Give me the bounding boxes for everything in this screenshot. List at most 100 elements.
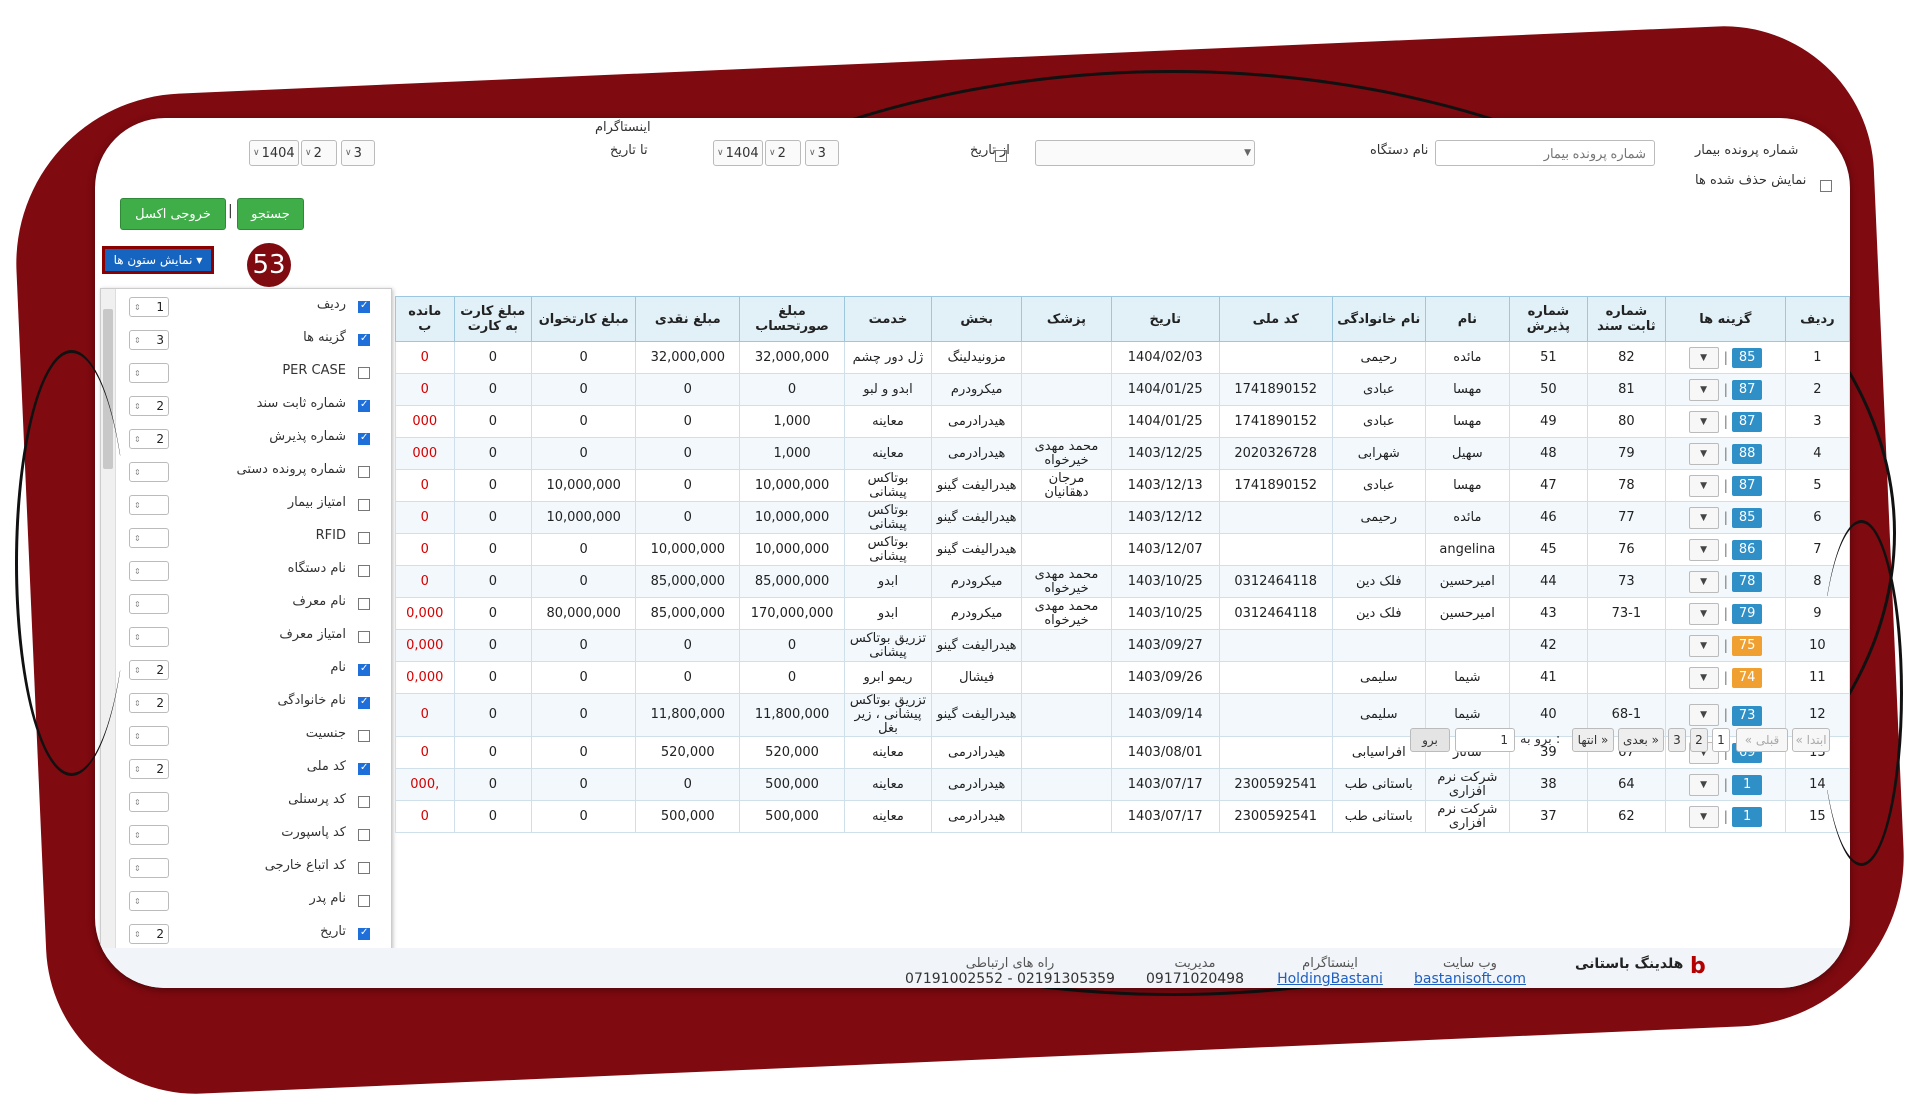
column-header[interactable]: شماره پذیرش xyxy=(1508,296,1588,342)
column-option[interactable]: ⇕ کد اتباع خارجی xyxy=(101,852,376,885)
column-order-stepper[interactable]: ⇕ 1 xyxy=(129,297,169,317)
column-option-checkbox[interactable] xyxy=(358,333,370,346)
table-row[interactable]: 7 86 |▼ 76 45 angelina 1403/12/07 هیدرالیفت گی… xyxy=(395,533,1850,566)
column-option-checkbox[interactable] xyxy=(358,927,370,940)
table-row[interactable]: 12 73 |▼ 68-1 40 شیما سلیمی 1403/09/14 هیدرالیف… xyxy=(395,693,1850,737)
column-option[interactable]: ⇕ 2 کد ملی xyxy=(101,753,376,786)
column-option-checkbox[interactable] xyxy=(358,829,370,841)
column-option[interactable]: ⇕ امتیاز بیمار xyxy=(101,489,376,522)
column-option-checkbox[interactable] xyxy=(358,565,370,577)
options-dropdown-button[interactable]: ▼ xyxy=(1688,474,1719,497)
record-count-badge[interactable]: 87 xyxy=(1732,380,1763,400)
options-dropdown-button[interactable]: ▼ xyxy=(1688,506,1719,529)
options-dropdown-button[interactable]: ▼ xyxy=(1688,346,1719,369)
options-dropdown-button[interactable]: ▼ xyxy=(1688,666,1719,689)
column-option[interactable]: ⇕ شماره پرونده دستی xyxy=(101,456,376,489)
column-order-stepper[interactable]: ⇕ xyxy=(129,726,169,746)
table-row[interactable]: 6 85 | ▼ 77 46 مائده رحیمی 1403/12/12 هیدرالیفت … xyxy=(395,501,1850,534)
show-columns-button[interactable]: نمایش ستون ها ▼ xyxy=(102,246,214,274)
column-option-checkbox[interactable] xyxy=(358,432,370,445)
options-dropdown-button[interactable]: ▼ xyxy=(1688,805,1719,828)
column-option[interactable]: ⇕ 2 شماره پذیرش xyxy=(101,423,376,456)
column-order-stepper[interactable]: ⇕ xyxy=(129,462,169,482)
column-option-checkbox[interactable] xyxy=(358,499,370,511)
record-count-badge[interactable]: 73 xyxy=(1732,705,1763,726)
column-header[interactable]: شماره ثابت سند xyxy=(1586,296,1666,342)
column-header[interactable]: گزینه ها xyxy=(1664,296,1786,342)
column-option[interactable]: ⇕ 2 تاریخ xyxy=(101,918,376,951)
column-header[interactable]: تاریخ xyxy=(1110,296,1220,342)
pager-last-button[interactable]: انتها » xyxy=(1572,728,1614,752)
column-order-stepper[interactable]: ⇕ xyxy=(129,363,169,383)
column-order-stepper[interactable]: ⇕ 2 xyxy=(129,924,169,944)
column-option-checkbox[interactable] xyxy=(358,663,370,676)
column-option-checkbox[interactable] xyxy=(358,466,370,478)
table-row[interactable]: 15 1 |▼ 62 37 شرکت نرم افزاری باستانی طب 23005… xyxy=(395,800,1850,833)
record-count-badge[interactable]: 75 xyxy=(1732,636,1763,656)
column-order-stepper[interactable]: ⇕ xyxy=(129,561,169,581)
column-option-checkbox[interactable] xyxy=(358,862,370,874)
column-option-checkbox[interactable] xyxy=(358,796,370,808)
scrollbar-thumb[interactable] xyxy=(103,309,113,469)
table-row[interactable]: 10 75 |▼ 42 1403/09/27 هیدرالیفت گینو تزریق ب… xyxy=(395,629,1850,662)
column-order-stepper[interactable]: ⇕ xyxy=(129,792,169,812)
options-dropdown-button[interactable]: ▼ xyxy=(1688,442,1719,465)
column-option[interactable]: ⇕ کد پرسنلی xyxy=(101,786,376,819)
record-count-badge[interactable]: 1 xyxy=(1732,775,1763,795)
column-option-checkbox[interactable] xyxy=(358,762,370,775)
excel-export-button[interactable]: خروجی اکسل xyxy=(120,198,226,230)
pager-page-2[interactable]: 2 xyxy=(1690,728,1708,752)
record-count-badge[interactable]: 87 xyxy=(1732,476,1763,496)
website-link[interactable]: bastanisoft.com xyxy=(1414,971,1526,987)
column-option[interactable]: ⇕ 1 ردیف xyxy=(101,291,376,324)
column-option-checkbox[interactable] xyxy=(358,895,370,907)
column-order-stepper[interactable]: ⇕ xyxy=(129,825,169,845)
show-deleted-checkbox[interactable] xyxy=(1820,175,1832,194)
record-count-badge[interactable]: 88 xyxy=(1732,444,1763,464)
go-button[interactable]: برو xyxy=(1410,728,1450,752)
column-header[interactable]: نام xyxy=(1424,296,1510,342)
column-header[interactable]: خدمت xyxy=(843,296,933,342)
table-row[interactable]: 3 87 | ▼ 80 49 مهسا عبادی 1741890152 1404/01/25 ه… xyxy=(395,405,1850,438)
column-option-checkbox[interactable] xyxy=(358,399,370,412)
record-count-badge[interactable]: 1 xyxy=(1732,807,1763,827)
column-option-checkbox[interactable] xyxy=(358,696,370,709)
column-option[interactable]: ⇕ 2 شماره ثابت سند xyxy=(101,390,376,423)
table-row[interactable]: 1 85 | ▼ 82 51 مائده رحیمی 1404/02/03 مزونیدلینگ… xyxy=(395,341,1850,374)
column-option[interactable]: ⇕ 2 نام xyxy=(101,654,376,687)
from-date-year-select[interactable]: ∨ 1404 xyxy=(713,140,763,166)
table-row[interactable]: 11 74 |▼ 41 شیما سلیمی 1403/09/26 فیشال ریمو اب… xyxy=(395,661,1850,694)
from-date-month-select[interactable]: ∨ 2 xyxy=(765,140,801,166)
column-option[interactable]: ⇕ 3 گزینه ها xyxy=(101,324,376,357)
column-option[interactable]: ⇕ نام دستگاه xyxy=(101,555,376,588)
goto-page-input[interactable]: 1 xyxy=(1455,728,1515,752)
search-button[interactable]: جستجو xyxy=(237,198,304,230)
column-order-stepper[interactable]: ⇕ xyxy=(129,858,169,878)
options-dropdown-button[interactable]: ▼ xyxy=(1688,602,1719,625)
column-option-checkbox[interactable] xyxy=(358,300,370,313)
column-option[interactable]: ⇕ PER CASE xyxy=(101,357,376,390)
column-order-stepper[interactable]: ⇕ xyxy=(129,528,169,548)
record-count-badge[interactable]: 79 xyxy=(1732,604,1763,624)
from-date-checkbox[interactable] xyxy=(995,145,1007,164)
pager-page-3[interactable]: 3 xyxy=(1668,728,1686,752)
record-count-badge[interactable]: 85 xyxy=(1732,508,1763,528)
record-count-badge[interactable]: 87 xyxy=(1732,412,1763,432)
pager-prev-button[interactable]: « قبلی xyxy=(1736,728,1788,752)
options-dropdown-button[interactable]: ▼ xyxy=(1688,410,1719,433)
column-order-stepper[interactable]: ⇕ 2 xyxy=(129,660,169,680)
column-order-stepper[interactable]: ⇕ 2 xyxy=(129,429,169,449)
record-count-badge[interactable]: 85 xyxy=(1732,348,1763,368)
column-option[interactable]: ⇕ 2 نام خانوادگی xyxy=(101,687,376,720)
column-order-stepper[interactable]: ⇕ xyxy=(129,495,169,515)
record-count-badge[interactable]: 74 xyxy=(1732,668,1763,688)
column-header[interactable]: کد ملی xyxy=(1218,296,1333,342)
column-option-checkbox[interactable] xyxy=(358,598,370,610)
table-row[interactable]: 9 79 |▼ 73-1 43 امیرحسین فلک دین 0312464118 140… xyxy=(395,597,1850,630)
column-order-stepper[interactable]: ⇕ xyxy=(129,594,169,614)
from-date-day-select[interactable]: ∨ 3 xyxy=(805,140,839,166)
pager-page-1[interactable]: 1 xyxy=(1712,728,1730,752)
table-row[interactable]: 2 87 | ▼ 81 50 مهسا عبادی 1741890152 1404/01/25 م… xyxy=(395,373,1850,406)
options-dropdown-button[interactable]: ▼ xyxy=(1688,570,1719,593)
column-option[interactable]: ⇕ امتیاز معرف xyxy=(101,621,376,654)
